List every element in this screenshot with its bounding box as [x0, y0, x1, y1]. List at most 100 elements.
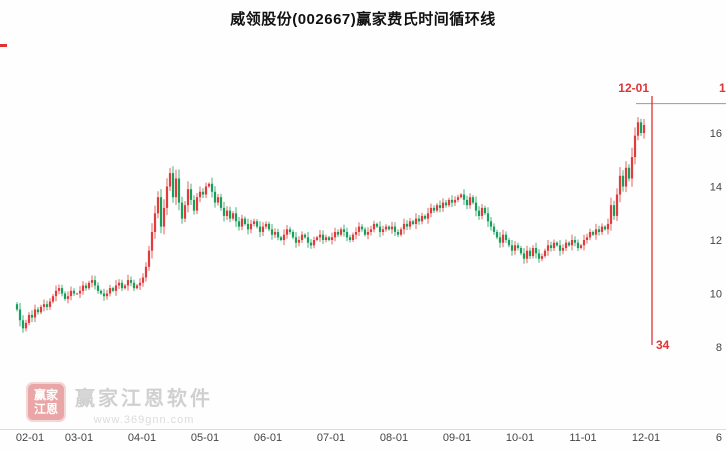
candle-body — [414, 218, 418, 224]
candle-body — [360, 226, 364, 230]
candle-body — [33, 309, 37, 318]
candle-body — [342, 229, 346, 232]
candle-body — [66, 296, 70, 299]
candle-body — [468, 197, 472, 206]
candle-body — [486, 213, 490, 222]
candle-body — [438, 205, 442, 208]
candle-body — [252, 221, 256, 224]
y-tick-label: 16 — [710, 128, 722, 140]
candle-body — [246, 223, 250, 230]
x-tick-label: 10-01 — [506, 432, 534, 444]
candle-body — [546, 245, 550, 251]
x-tick-label: 02-01 — [16, 432, 44, 444]
candle-body — [423, 215, 427, 219]
candle-body — [123, 285, 127, 289]
candle-body — [279, 237, 283, 240]
candle-body — [621, 175, 625, 187]
candle-body — [471, 197, 475, 203]
candle-body — [513, 245, 517, 251]
candle-body — [291, 232, 295, 238]
candle-body — [156, 197, 160, 214]
candle-body — [84, 285, 88, 289]
candle-body — [306, 237, 310, 243]
candle-body — [408, 221, 412, 227]
candle-body — [639, 122, 643, 133]
candle-body — [186, 189, 190, 206]
y-tick-label: 14 — [710, 182, 722, 194]
candle-body — [321, 234, 325, 240]
candle-body — [198, 191, 202, 198]
candle-body — [633, 135, 637, 158]
candle-body — [264, 223, 268, 227]
candle-body — [15, 304, 19, 310]
candle-body — [510, 245, 514, 251]
candle-body — [267, 223, 271, 230]
candle-body — [99, 290, 103, 294]
x-tick-label: 08-01 — [380, 432, 408, 444]
candle-body — [72, 290, 76, 294]
candle-body — [54, 290, 58, 297]
candle-body — [573, 240, 577, 243]
candle-body — [480, 207, 484, 216]
candle-body — [612, 205, 616, 216]
candle-body — [567, 242, 571, 246]
candle-body — [234, 213, 238, 222]
candle-body — [519, 248, 523, 254]
candle-body — [117, 282, 121, 286]
y-tick-label: 8 — [716, 342, 722, 354]
candle-body — [45, 304, 49, 307]
candle-body — [129, 280, 133, 283]
candle-body — [348, 237, 352, 240]
candle-body — [459, 194, 463, 198]
candle-body — [507, 240, 511, 246]
candle-body — [138, 282, 142, 286]
candle-body — [318, 234, 322, 238]
candle-body — [597, 229, 601, 232]
x-tick-label: 12-01 — [632, 432, 660, 444]
candle-body — [576, 242, 580, 249]
candle-body — [153, 213, 157, 232]
candle-body — [435, 205, 439, 211]
candle-body — [609, 205, 613, 224]
candle-body — [42, 304, 46, 307]
candle-body — [381, 229, 385, 232]
candle-body — [225, 210, 229, 216]
candle-body — [126, 280, 130, 286]
candle-body — [168, 173, 172, 187]
x-tick-label: 03-01 — [65, 432, 93, 444]
candle-body — [528, 250, 532, 257]
candle-body — [48, 301, 52, 307]
candle-body — [249, 223, 253, 230]
candle-body — [288, 229, 292, 232]
candle-body — [219, 197, 223, 208]
candle-body — [540, 256, 544, 259]
candle-body — [339, 229, 343, 235]
candle-body — [204, 186, 208, 195]
candle-body — [399, 229, 403, 235]
right-edge-cycle-label: 1 — [719, 81, 726, 95]
candle-body — [258, 226, 262, 232]
candle-body — [108, 288, 112, 294]
candle-body — [516, 245, 520, 248]
candle-body — [111, 288, 115, 291]
cycle-line-date-label: 12-01 — [618, 81, 649, 95]
candle-body — [195, 197, 199, 211]
x-tick-label: 04-01 — [128, 432, 156, 444]
candle-body — [243, 218, 247, 224]
candle-body — [60, 288, 64, 294]
candle-body — [552, 242, 556, 249]
candle-body — [384, 226, 388, 230]
candle-body — [174, 178, 178, 198]
candle-body — [447, 199, 451, 206]
candle-body — [261, 226, 265, 232]
candle-body — [489, 221, 493, 227]
candle-body — [270, 229, 274, 235]
candle-body — [276, 232, 280, 238]
candle-body — [144, 266, 148, 278]
candle-body — [69, 290, 73, 297]
candle-body — [378, 226, 382, 232]
candle-body — [366, 232, 370, 235]
candle-body — [474, 202, 478, 211]
candle-body — [495, 232, 499, 238]
